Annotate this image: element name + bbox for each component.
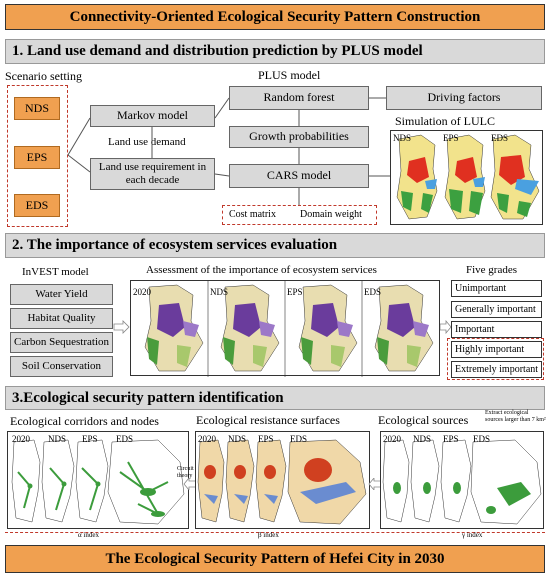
lulc-map-group: NDS EPS EDS [390, 130, 543, 225]
simulation-label: Simulation of LULC [395, 114, 495, 128]
es-label-eds: EDS [364, 287, 382, 297]
corr-label-eds: EDS [116, 434, 134, 444]
arrow-sources-to-resistance [368, 478, 382, 490]
assessment-label: Assessment of the importance of ecosyste… [146, 264, 377, 276]
es-label-nds: NDS [210, 287, 229, 297]
grade-unimportant: Unimportant [451, 280, 542, 297]
section1-title: 1. Land use demand and distribution pred… [5, 39, 545, 64]
service-carbon-sequestration: Carbon Sequestration [10, 332, 113, 353]
growth-prob-box: Growth probabilities [229, 126, 369, 148]
circuit-theory-label: Circuit theory [177, 466, 194, 479]
res-label-eps: EPS [258, 434, 274, 444]
arrow-to-grades [440, 320, 452, 334]
resistance-label: Ecological resistance surfaces [196, 413, 340, 427]
cars-box: CARS model [229, 164, 369, 188]
main-title: Connectivity-Oriented Ecological Securit… [5, 4, 545, 30]
lulc-map-eps [444, 134, 486, 220]
lulc-map-eds [490, 134, 540, 220]
res-label-eds: EDS [290, 434, 308, 444]
grades-label: Five grades [466, 264, 518, 276]
beta-index-label: β index [258, 531, 279, 539]
grade-highlight-group [447, 338, 544, 380]
scenario-nds: NDS [14, 97, 60, 120]
src-label-2020: 2020 [383, 434, 401, 444]
assessment-maps [144, 281, 434, 377]
extract-note: Extract ecological sources larger than 7… [485, 410, 546, 423]
lulc-maps [396, 134, 540, 220]
driving-factors-box: Driving factors [386, 86, 542, 110]
sources-label: Ecological sources [378, 413, 469, 427]
grade-highly-important: Highly important [451, 341, 542, 358]
res-label-2020: 2020 [198, 434, 216, 444]
grade-important: Important [451, 321, 542, 338]
plus-model-label: PLUS model [258, 68, 321, 82]
land-use-demand-label: Land use demand [108, 136, 186, 148]
cost-matrix-label: Cost matrix [229, 209, 276, 220]
markov-box: Markov model [90, 105, 215, 127]
assessment-map-group: 2020 NDS EPS EDS [130, 280, 440, 377]
scenario-group [7, 85, 68, 227]
section1-title-text: 1. Land use demand and distribution pred… [12, 43, 423, 59]
lulc-label-nds: NDS [393, 133, 412, 143]
random-forest-box: Random forest [229, 86, 369, 110]
service-water-yield: Water Yield [10, 284, 113, 305]
corridors-label: Ecological corridors and nodes [10, 414, 159, 428]
resistance-map-group: 2020 NDS EPS EDS [195, 431, 370, 529]
es-label-eps: EPS [287, 287, 303, 297]
grade-generally-important: Generally important [451, 301, 542, 318]
invest-label: InVEST model [22, 266, 89, 278]
es-label-2020: 2020 [133, 287, 151, 297]
cost-domain-group [222, 205, 377, 225]
scenario-eps: EPS [14, 146, 60, 169]
section3-title-text: 3.Ecological security pattern identifica… [12, 389, 284, 406]
resistance-maps [197, 439, 367, 525]
service-habitat-quality: Habitat Quality [10, 308, 113, 329]
src-label-nds: NDS [413, 434, 432, 444]
lulc-map-nds [396, 134, 438, 220]
land-use-req-box: Land use requirement in each decade [90, 158, 215, 190]
grade-extremely-important: Extremely important [451, 361, 542, 378]
service-soil-conservation: Soil Conservation [10, 356, 113, 377]
corridors-map-group: 2020 NDS EPS EDS [7, 431, 189, 529]
arrow-to-assessment [113, 320, 130, 334]
section2-title: 2. The importance of ecosystem services … [5, 233, 545, 258]
corr-label-nds: NDS [48, 434, 67, 444]
sources-maps [382, 439, 542, 525]
main-title-text: Connectivity-Oriented Ecological Securit… [69, 8, 481, 25]
gamma-index-label: γ index [462, 531, 483, 539]
section3-title: 3.Ecological security pattern identifica… [5, 386, 545, 410]
src-label-eds: EDS [473, 434, 491, 444]
corr-label-2020: 2020 [12, 434, 30, 444]
index-bar [5, 532, 545, 541]
corr-label-eps: EPS [82, 434, 98, 444]
footer-title: The Ecological Security Pattern of Hefei… [5, 545, 545, 573]
scenario-label: Scenario setting [5, 69, 82, 83]
src-label-eps: EPS [443, 434, 459, 444]
sources-map-group: 2020 NDS EPS EDS [380, 431, 544, 529]
lulc-label-eps: EPS [443, 133, 459, 143]
footer-title-text: The Ecological Security Pattern of Hefei… [105, 550, 445, 567]
alpha-index-label: α index [78, 531, 99, 539]
corridors-maps [11, 439, 185, 525]
scenario-eds: EDS [14, 194, 60, 217]
arrow-circuit [183, 478, 197, 490]
res-label-nds: NDS [228, 434, 247, 444]
domain-weight-label: Domain weight [300, 209, 362, 220]
lulc-label-eds: EDS [491, 133, 509, 143]
section2-title-text: 2. The importance of ecosystem services … [12, 237, 338, 253]
